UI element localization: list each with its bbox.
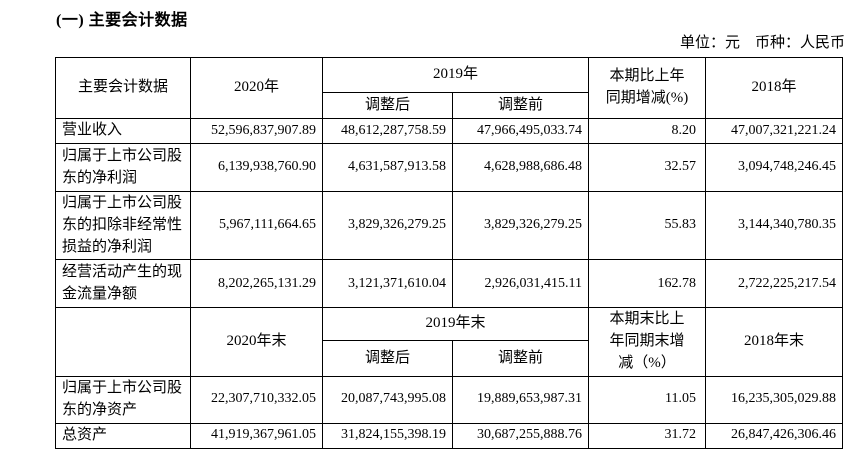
cell-2018-value: 3,144,340,780.35 [705,190,844,261]
cell-change-value: 32.57 [588,143,707,192]
cell-2020-value: 5,967,111,664.65 [190,190,323,261]
cell-2020-value: 52,596,837,907.89 [190,118,323,144]
header-main-label: 主要会计数据 [55,57,191,119]
cell-2019-before-value: 19,889,653,987.31 [451,375,590,424]
cell-2018-value: 26,847,426,306.46 [705,422,844,449]
cell-2019-after-value: 20,087,743,995.08 [322,375,453,424]
cell-change-value: 11.05 [588,375,707,424]
row-label: 归属于上市公司股东的扣除非经常性损益的净利润 [55,190,191,261]
row-label: 经营活动产生的现金流量净额 [55,259,191,309]
cell-change-value: 55.83 [588,190,707,261]
cell-2019-after-value: 31,824,155,398.19 [322,422,453,449]
cell-2019-before-value: 47,966,495,033.74 [451,118,590,144]
section-title: (一) 主要会计数据 [56,12,188,29]
table-subheader-row-period-end: 调整后 调整前 [56,340,843,377]
cell-2020-value: 41,919,367,961.05 [190,422,323,449]
header-2019: 2019年 [321,57,590,93]
unit-currency-note: 单位：元 币种：人民币 [679,35,845,51]
header-2020-end: 2020年末 [190,307,323,377]
cell-2019-before-value: 2,926,031,415.11 [451,259,590,309]
cell-2018-value: 47,007,321,221.24 [705,118,844,144]
header-2020: 2020年 [190,57,323,119]
cell-2020-value: 8,202,265,131.29 [190,259,323,309]
cell-2019-before-value: 4,628,988,686.48 [451,143,590,192]
cell-2019-after-value: 3,121,371,610.04 [322,259,453,309]
table-row-net-assets: 归属于上市公司股东的净资产 22,307,710,332.05 20,087,7… [55,375,844,424]
cell-2018-value: 16,235,305,029.88 [705,375,844,424]
header-2018-end: 2018年末 [705,307,844,377]
header-2019-adjusted-before: 调整前 [451,92,590,119]
row-label: 总资产 [55,422,191,449]
financial-data-table: 主要会计数据 2020年 2019年 本期比上年同期增减(%) 2018年 调整… [55,57,844,449]
cell-2019-before-value: 30,687,255,888.76 [451,422,590,449]
header-2018: 2018年 [705,57,844,119]
header-2019-end-adjusted-after: 调整后 [322,340,453,377]
row-label: 营业收入 [55,118,191,144]
cell-2019-after-value: 3,829,326,279.25 [322,190,453,261]
table-row-total-assets: 总资产 41,919,367,961.05 31,824,155,398.19 … [55,422,844,449]
cell-change-value: 31.72 [588,422,707,449]
header-2019-end: 2019年末 [321,307,590,342]
table-subheader-row-period: 调整后 调整前 [56,92,843,119]
header-change-period-end: 本期末比上年同期末增减（%） [588,307,707,377]
header-change-yoy: 本期比上年同期增减(%) [588,57,707,119]
header-2019-end-adjusted-before: 调整前 [451,340,590,377]
table-row-operating-cash-flow: 经营活动产生的现金流量净额 8,202,265,131.29 3,121,371… [55,259,844,309]
cell-2019-after-value: 4,631,587,913.58 [322,143,453,192]
cell-2019-before-value: 3,829,326,279.25 [451,190,590,261]
cell-2019-after-value: 48,612,287,758.59 [322,118,453,144]
cell-2020-value: 6,139,938,760.90 [190,143,323,192]
cell-2018-value: 2,722,225,217.54 [705,259,844,309]
table-header-row-period: 主要会计数据 2020年 2019年 本期比上年同期增减(%) 2018年 [55,57,844,119]
row-label: 归属于上市公司股东的净资产 [55,375,191,424]
cell-change-value: 162.78 [588,259,707,309]
table-row-net-profit: 归属于上市公司股东的净利润 6,139,938,760.90 4,631,587… [55,143,844,192]
cell-2018-value: 3,094,748,246.45 [705,143,844,192]
cell-2020-value: 22,307,710,332.05 [190,375,323,424]
table-row-net-profit-excl-nonrecurring: 归属于上市公司股东的扣除非经常性损益的净利润 5,967,111,664.65 … [55,190,844,261]
cell-change-value: 8.20 [588,118,707,144]
header-2019-adjusted-after: 调整后 [322,92,453,119]
table-row-revenue: 营业收入 52,596,837,907.89 48,612,287,758.59… [55,118,844,144]
table-header-row-period-end: 2020年末 2019年末 本期末比上年同期末增减（%） 2018年末 [55,307,844,377]
row-label: 归属于上市公司股东的净利润 [55,143,191,192]
header-main-label-empty [55,307,191,377]
